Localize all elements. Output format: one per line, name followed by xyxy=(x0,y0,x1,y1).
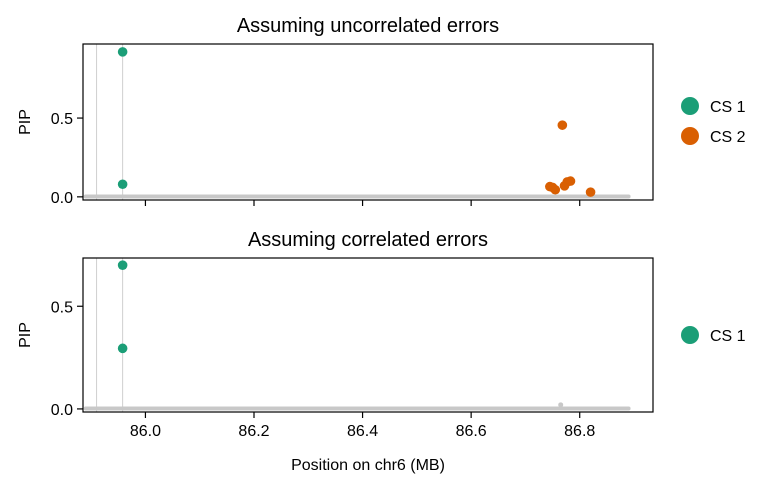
data-point-cs-2 xyxy=(585,187,596,197)
y-tick-label: 0.5 xyxy=(51,299,73,316)
x-tick-label: 86.4 xyxy=(347,423,378,440)
legend-marker xyxy=(681,127,699,145)
data-point-cs-2 xyxy=(565,176,576,186)
y-axis-label: PIP xyxy=(17,322,34,348)
data-point-cs-1 xyxy=(117,47,128,57)
y-tick-label: 0.0 xyxy=(51,402,73,419)
legend-label: CS 2 xyxy=(710,129,746,146)
legend-marker xyxy=(681,97,699,115)
legend-label: CS 1 xyxy=(710,328,746,345)
background-point xyxy=(558,402,564,408)
legend-label: CS 1 xyxy=(710,99,746,116)
x-tick-label: 86.2 xyxy=(238,423,269,440)
x-tick-label: 86.8 xyxy=(564,423,595,440)
x-tick-label: 86.6 xyxy=(456,423,487,440)
x-tick-label: 86.0 xyxy=(130,423,161,440)
y-tick-label: 0.5 xyxy=(51,111,73,128)
chart-title: Assuming correlated errors xyxy=(248,229,488,251)
data-point-cs-1 xyxy=(117,260,128,270)
panel-uncorrelated: Assuming uncorrelated errors 0.0 0.5 PIP CS … xyxy=(17,15,746,207)
legend-marker xyxy=(681,326,699,344)
data-point-cs-2 xyxy=(550,184,561,195)
data-point-cs-1 xyxy=(117,179,128,190)
y-tick-label: 0.0 xyxy=(51,190,73,207)
chart-title: Assuming uncorrelated errors xyxy=(237,15,499,37)
axes-frame xyxy=(82,257,654,413)
axes-frame xyxy=(82,43,654,201)
data-point-cs-1 xyxy=(117,343,128,354)
panel-correlated: Assuming correlated errors 0.0 0.5 86.0 86.2… xyxy=(17,229,746,474)
data-point-cs-2 xyxy=(557,120,568,130)
y-axis-label: PIP xyxy=(17,109,34,135)
x-axis-label: Position on chr6 (MB) xyxy=(291,457,445,474)
